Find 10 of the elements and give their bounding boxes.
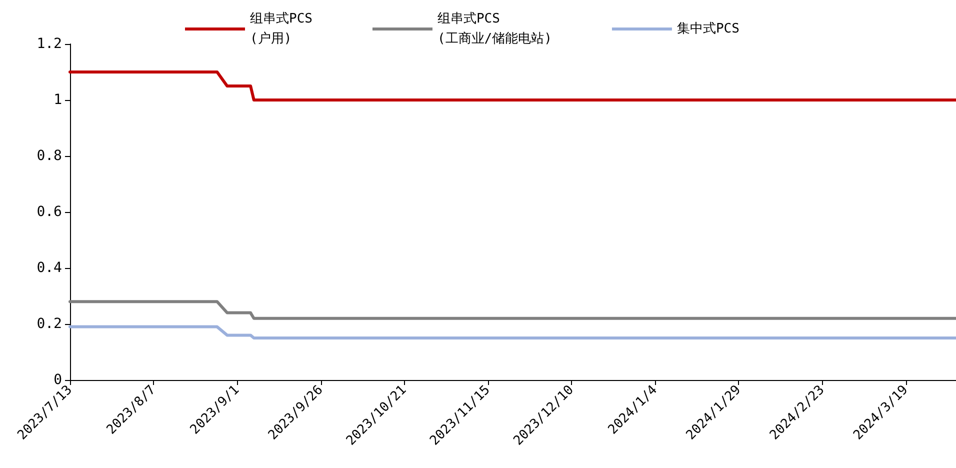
y-tick-label: 0.2 [36, 316, 62, 332]
legend-label: 组串式PCS (工商业/储能电站) [437, 12, 552, 46]
y-tick-label: 0.6 [36, 204, 62, 220]
y-tick-label: 0.4 [36, 260, 62, 276]
legend-label: 集中式PCS [676, 22, 740, 36]
legend-label: 组串式PCS (户用) [250, 12, 312, 46]
y-tick-label: 0.8 [36, 148, 62, 164]
y-tick-label: 0 [54, 372, 62, 388]
y-tick-label: 1.2 [36, 36, 62, 52]
y-tick-label: 1 [54, 92, 62, 108]
